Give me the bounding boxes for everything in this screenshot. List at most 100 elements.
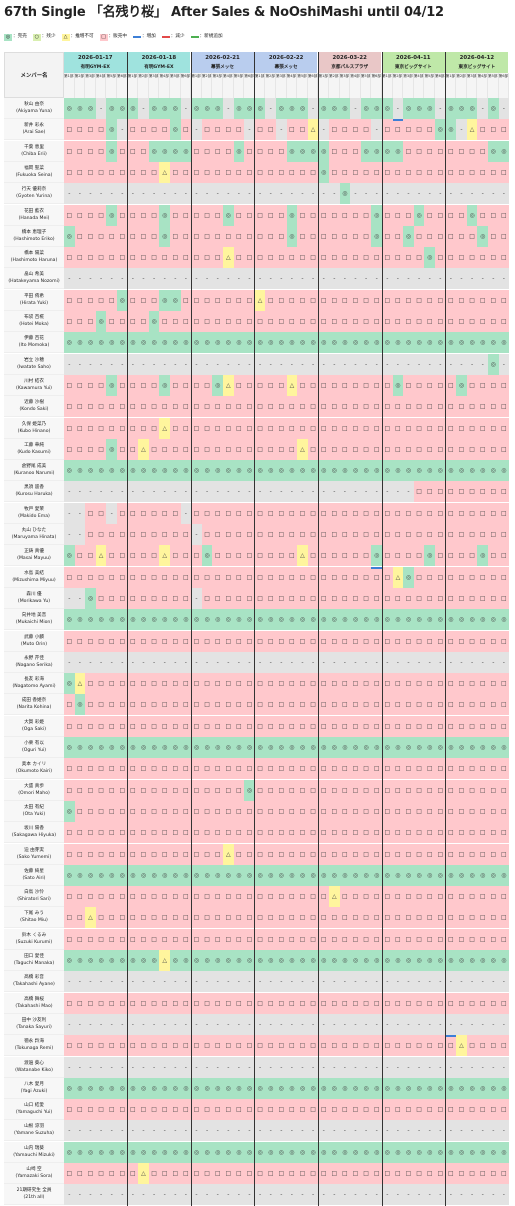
slot-cell: □: [382, 1099, 393, 1121]
slot-cell: △: [254, 289, 266, 311]
event-date: 2026-01-18: [141, 55, 177, 61]
slot-cell: □: [371, 992, 382, 1014]
slot-header: 第5部: [424, 73, 435, 98]
slot-cell: □: [392, 311, 404, 332]
slot-cell: -: [307, 481, 319, 503]
member-name: 大賀 彩姫 (Oga Saki): [4, 715, 64, 737]
slot-cell: ◎: [117, 737, 128, 758]
slot-cell: ◎: [159, 609, 170, 631]
slot-cell: ◎: [382, 950, 393, 971]
slot-cell: □: [159, 119, 170, 141]
slot-cell: □: [477, 481, 488, 503]
slot-cell: □: [488, 1099, 499, 1121]
member-name-en: (Kubo Hinano): [17, 428, 51, 434]
slot-cell: □: [297, 992, 308, 1014]
slot-cell: □: [382, 566, 393, 588]
slot-cell: -: [276, 651, 287, 673]
slot-cell: -: [127, 1184, 139, 1206]
slot-cell: □: [127, 204, 139, 226]
slot-cell: -: [382, 1013, 393, 1035]
slot-cell: □: [350, 119, 361, 141]
slot-cell: □: [371, 566, 382, 588]
slot-cell: ◎: [159, 225, 170, 247]
member-name-ja: 森川 優: [26, 591, 42, 597]
slot-cell: -: [371, 971, 382, 993]
slot-cell: □: [276, 396, 287, 418]
slot-cell: ◎: [488, 98, 499, 119]
slot-cell: □: [127, 247, 139, 269]
slot-cell: ◎: [117, 460, 128, 482]
event-header: 2026-02-21 幕張メッセ: [191, 52, 255, 73]
member-name-ja: 新井 彩永: [24, 123, 44, 129]
slot-cell: □: [233, 1099, 245, 1121]
slot-cell: □: [329, 630, 340, 652]
slot-cell: □: [498, 928, 510, 950]
slot-cell: □: [223, 779, 234, 801]
slot-cell: □: [106, 566, 117, 588]
slot-cell: □: [339, 587, 351, 609]
slot-cell: □: [138, 843, 149, 865]
slot-cell: -: [350, 971, 361, 993]
slot-cell: -: [254, 1120, 266, 1142]
slot-cell: □: [201, 1035, 213, 1057]
slot-cell: □: [74, 438, 86, 460]
slot-cell: ◎: [445, 1077, 457, 1099]
slot-cell: □: [286, 566, 298, 588]
slot-cell: □: [127, 715, 139, 737]
slot-cell: ◎: [244, 1141, 255, 1163]
slot-cell: -: [74, 1013, 86, 1035]
event-venue: 有明GYM-EX: [144, 65, 174, 70]
slot-cell: -: [117, 1120, 128, 1142]
slot-cell: □: [127, 1163, 139, 1184]
slot-cell: □: [223, 502, 234, 524]
slot-cell: ◎: [286, 460, 298, 482]
slot-cell: □: [403, 289, 414, 311]
slot-cell: □: [413, 928, 425, 950]
slot-cell: ◎: [74, 864, 86, 886]
member-name-ja: 成田 香姫奈: [21, 698, 47, 704]
slot-cell: □: [191, 907, 202, 929]
slot-cell: □: [466, 438, 478, 460]
slot-cell: -: [180, 1056, 192, 1078]
slot-cell: □: [265, 928, 276, 950]
slot-header: 第3部: [212, 73, 223, 98]
slot-cell: □: [64, 311, 75, 332]
slot-cell: ◎: [477, 864, 488, 886]
slot-cell: -: [159, 268, 170, 290]
slot-cell: □: [488, 161, 499, 183]
slot-cell: -: [159, 971, 170, 993]
slot-cell: □: [360, 992, 372, 1014]
slot-cell: □: [498, 417, 510, 439]
slot-cell: ◎: [276, 737, 287, 758]
slot-cell: □: [191, 247, 202, 269]
slot-cell: □: [170, 822, 181, 844]
slot-cell: □: [191, 715, 202, 737]
slot-cell: □: [106, 886, 117, 908]
slot-cell: □: [148, 204, 160, 226]
slot-cell: □: [403, 907, 414, 929]
slot-cell: -: [350, 1184, 361, 1206]
slot-cell: □: [382, 886, 393, 908]
event-date: 2026-04-11: [396, 55, 431, 61]
slot-cell: -: [477, 268, 488, 290]
member-name-en: (Sakagawa Hiyuka): [11, 833, 57, 839]
slot-cell: □: [159, 843, 170, 865]
slot-cell: □: [424, 481, 435, 503]
slot-cell: □: [64, 907, 75, 929]
member-name: 新井 彩永 (Arai Sae): [4, 119, 64, 141]
slot-cell: ◎: [201, 1141, 213, 1163]
slot-cell: □: [360, 225, 372, 247]
slot-cell: □: [392, 800, 404, 822]
slot-cell: □: [74, 225, 86, 247]
slot-cell: □: [297, 225, 308, 247]
slot-cell: -: [170, 183, 181, 205]
slot-cell: -: [85, 268, 96, 290]
slot-cell: □: [477, 566, 488, 588]
slot-cell: ◎: [392, 864, 404, 886]
increase-marker: [371, 566, 382, 569]
slot-cell: □: [106, 630, 117, 652]
slot-cell: □: [297, 843, 308, 865]
slot-cell: -: [191, 119, 202, 141]
slot-cell: -: [159, 481, 170, 503]
slot-cell: -: [117, 183, 128, 205]
